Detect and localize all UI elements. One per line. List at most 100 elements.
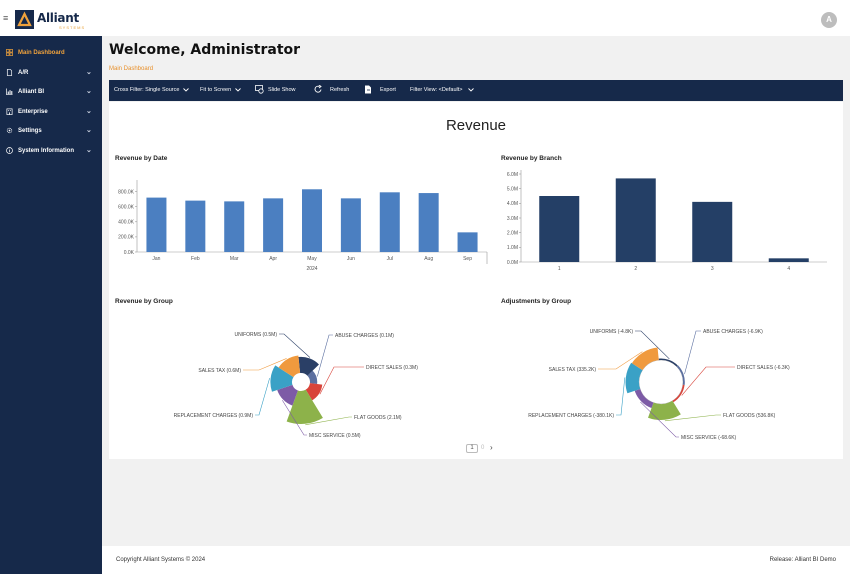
sidebar-item-label: Settings	[18, 128, 42, 134]
chevron-down-icon: ⌄	[86, 69, 92, 76]
sidebar-item-ar[interactable]: A/R ⌄	[0, 64, 102, 83]
pie-slice	[278, 355, 301, 378]
y-tick-label: 6.0M	[507, 172, 518, 178]
adjustments-by-group-chart[interactable]: UNIFORMS (-4.8K) ABUSE CHARGES (-6.9K) DIR…	[501, 307, 835, 452]
sidebar-item-alliant-bi[interactable]: Alliant BI ⌄	[0, 83, 102, 102]
pie-slice	[634, 389, 654, 409]
page-current-button[interactable]: 1	[466, 444, 478, 453]
pie-slice	[305, 383, 323, 401]
bar	[224, 201, 245, 252]
y-tick-label: 0.0M	[507, 260, 518, 266]
pie-label: DIRECT SALES (-6.3K)	[737, 365, 790, 371]
pie-slice	[676, 365, 685, 385]
x-tick-label: Aug	[424, 256, 433, 262]
x-tick-label: May	[307, 256, 317, 262]
revenue-by-branch-chart[interactable]: 0.0M 1.0M 2.0M 3.0M 4.0M 5.0M 6.0M 1 2 3 4	[501, 164, 835, 294]
pie-leader-line	[640, 401, 679, 438]
pie-label: DIRECT SALES (0.3M)	[366, 365, 418, 371]
pie-leader-line	[319, 366, 364, 395]
sidebar-item-settings[interactable]: Settings ⌄	[0, 122, 102, 141]
pie-label: MISC SERVICE (-68.6K)	[681, 435, 737, 441]
pie-leader-line	[279, 333, 311, 358]
info-icon	[6, 147, 13, 154]
chevron-down-icon: ⌄	[86, 147, 92, 154]
release-text: Release: Alliant BI Demo	[769, 557, 836, 563]
pie-slice	[658, 358, 678, 367]
sidebar-item-label: System Information	[18, 148, 75, 154]
breadcrumb[interactable]: Main Dashboard	[109, 66, 154, 72]
slideshow-icon	[255, 85, 264, 94]
x-tick-label: Jul	[387, 256, 393, 262]
pie-slice	[307, 370, 318, 385]
logo-name: Alliant	[37, 11, 79, 25]
pie-leader-line	[317, 334, 333, 377]
dashboard-card: Revenue Revenue by Date 0.0K 200.0K 400.0K…	[109, 102, 843, 459]
revenue-by-date-chart[interactable]: 0.0K 200.0K 400.0K 600.0K 800.0K Jan Feb Mar Apr…	[109, 164, 489, 294]
pie-label: SALES TAX (335.2K)	[549, 367, 597, 373]
pie-label: REPLACEMENT CHARGES (-380.1K)	[528, 413, 614, 419]
pie-leader-line	[684, 330, 701, 375]
bar	[768, 258, 809, 262]
pie-leader-line	[681, 366, 735, 396]
gear-icon	[6, 127, 13, 134]
page-next-number[interactable]: 0	[481, 445, 485, 451]
logo[interactable]: Alliant SYSTEMS	[15, 10, 85, 32]
x-tick-label: Apr	[269, 256, 277, 262]
bar	[263, 198, 284, 252]
pie-inner-ring	[638, 359, 684, 405]
building-icon	[6, 108, 13, 115]
pie-slice	[277, 384, 298, 406]
sidebar-item-main-dashboard[interactable]: Main Dashboard	[0, 44, 102, 63]
filter-view-dropdown[interactable]: Filter View: <Default>	[410, 87, 474, 93]
y-tick-label: 800.0K	[118, 189, 135, 195]
sidebar-item-label: A/R	[18, 70, 29, 76]
chevron-down-icon	[468, 88, 474, 92]
refresh-icon	[314, 85, 322, 93]
pie-slice	[625, 362, 643, 394]
user-avatar[interactable]: A	[821, 12, 837, 28]
sidebar-item-system-information[interactable]: System Information ⌄	[0, 142, 102, 161]
x-tick-label: 2	[634, 266, 637, 272]
pie-label: UNIFORMS (0.5M)	[235, 332, 278, 338]
slide-show-button[interactable]: Slide Show	[255, 85, 296, 94]
menu-toggle-icon[interactable]: ≡	[3, 13, 9, 23]
chevron-down-icon: ⌄	[86, 108, 92, 115]
y-tick-label: 3.0M	[507, 216, 518, 222]
pie-leader-line	[282, 400, 307, 436]
pie-label: MISC SERVICE (0.5M)	[309, 433, 361, 439]
bar	[340, 198, 361, 252]
sidebar-item-enterprise[interactable]: Enterprise ⌄	[0, 103, 102, 122]
export-button[interactable]: Export	[364, 85, 396, 94]
bar	[418, 193, 439, 252]
chevron-down-icon: ⌄	[86, 88, 92, 95]
pie-leader-line	[305, 416, 352, 426]
y-tick-label: 4.0M	[507, 201, 518, 207]
pie-label: SALES TAX (0.6M)	[198, 368, 241, 374]
fit-to-screen-dropdown[interactable]: Fit to Screen	[200, 87, 241, 93]
footer: Copyright Alliant Systems © 2024 Release…	[102, 546, 850, 574]
x-tick-label: Mar	[230, 256, 239, 262]
bar	[539, 196, 580, 262]
pie-label: REPLACEMENT CHARGES (0.9M)	[174, 413, 254, 419]
chevron-right-icon[interactable]: ›	[490, 443, 493, 452]
adjustments-by-group-title: Adjustments by Group	[501, 298, 572, 305]
y-tick-label: 0.0K	[124, 250, 135, 256]
x-tick-label: Sep	[463, 256, 472, 262]
bar	[302, 189, 322, 252]
x-tick-label: 4	[787, 266, 790, 272]
document-icon	[6, 69, 13, 76]
revenue-by-date-title: Revenue by Date	[115, 155, 168, 162]
cross-filter-dropdown[interactable]: Cross Filter: Single Source	[114, 87, 189, 93]
chart-icon	[6, 88, 13, 95]
bar	[185, 200, 206, 252]
pie-slice	[672, 384, 685, 403]
revenue-by-group-chart[interactable]: UNIFORMS (0.5M) ABUSE CHARGES (0.1M) DIREC…	[109, 307, 489, 452]
y-tick-label: 200.0K	[118, 235, 135, 241]
pie-label: ABUSE CHARGES (0.1M)	[335, 333, 394, 339]
pie-leader-line	[616, 377, 626, 416]
y-tick-label: 1.0M	[507, 245, 518, 251]
bar	[146, 197, 167, 252]
refresh-button[interactable]: Refresh	[314, 85, 349, 93]
pie-leader-line	[664, 414, 721, 422]
slide-show-label: Slide Show	[268, 87, 296, 93]
